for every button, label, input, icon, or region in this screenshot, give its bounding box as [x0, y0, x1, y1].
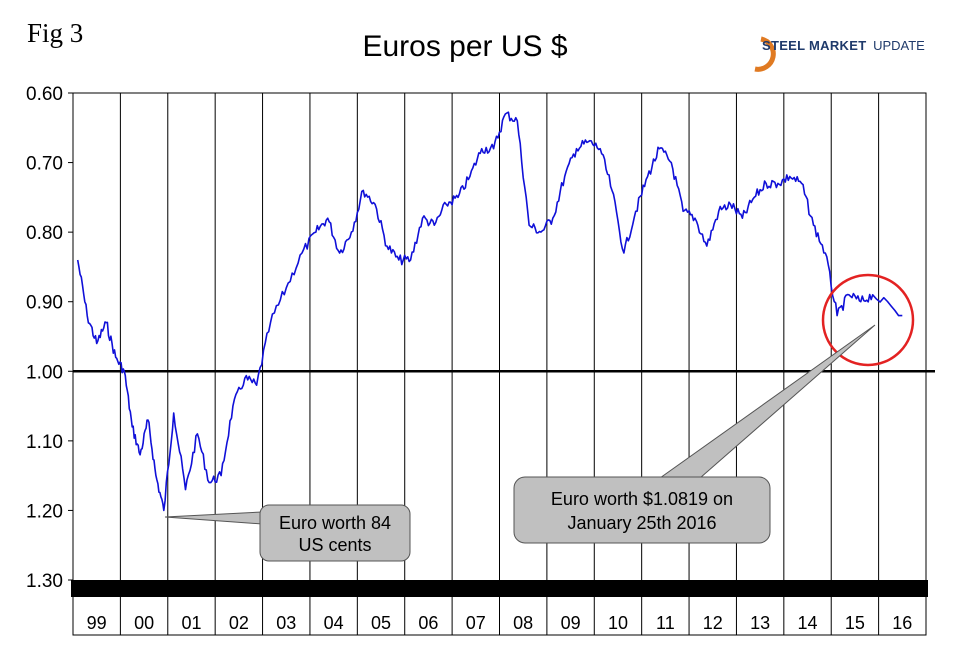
callout-text-low: Euro worth 84	[279, 513, 391, 533]
x-category-label: 00	[134, 613, 154, 633]
x-category-label: 11	[656, 613, 675, 633]
callout-text-low: US cents	[298, 535, 371, 555]
publisher-logo: STEEL MARKET UPDATE	[745, 33, 945, 73]
figure-label: Fig 3	[27, 18, 84, 48]
highlight-circle	[821, 273, 915, 367]
x-category-label: 99	[87, 613, 107, 633]
x-category-label: 02	[229, 613, 249, 633]
callout-pointer-low	[164, 511, 263, 525]
logo-word-market: MARKET	[809, 38, 867, 53]
logo-word-update: UPDATE	[873, 38, 925, 53]
callout-box-low	[259, 504, 411, 562]
callout-text-latest: Euro worth $1.0819 on	[551, 489, 733, 509]
logo-word-steel: STEEL	[762, 38, 806, 53]
logo-arc-icon	[754, 36, 776, 72]
x-category-label: 08	[513, 613, 533, 633]
series-layer	[76, 111, 903, 512]
x-category-label: 07	[466, 613, 486, 633]
callout-text-latest: January 25th 2016	[567, 513, 716, 533]
x-category-label: 13	[750, 613, 770, 633]
x-category-label: 14	[798, 613, 818, 633]
y-tick-label: 0.60	[26, 84, 63, 105]
y-tick-label: 0.70	[26, 154, 63, 175]
x-category-label: 01	[181, 613, 201, 633]
tick-layer: 0.60 0.70 0.80 0.90 1.00 1.10 1.20 1.30 99 00 01 02…	[26, 84, 912, 633]
grid-layer	[71, 92, 935, 636]
series-line-euro	[76, 111, 903, 512]
y-tick-label: 1.30	[26, 571, 63, 592]
y-tick-label: 0.80	[26, 223, 63, 244]
x-category-label: 09	[561, 613, 581, 633]
y-tick-label: 1.00	[26, 362, 63, 383]
callout-pointer-latest	[658, 324, 876, 479]
y-tick-label: 1.10	[26, 432, 63, 453]
x-category-label: 16	[892, 613, 912, 633]
logo-wordmark: STEEL MARKET UPDATE	[762, 38, 925, 53]
y-tick-label: 1.20	[26, 501, 63, 522]
x-category-label: 10	[608, 613, 628, 633]
x-category-label: 15	[845, 613, 865, 633]
chart-title: Euros per US $	[362, 30, 568, 63]
y-tick-label: 0.90	[26, 293, 63, 314]
x-category-label: 06	[418, 613, 438, 633]
x-category-label: 12	[703, 613, 723, 633]
x-category-label: 03	[276, 613, 296, 633]
x-category-label: 04	[324, 613, 344, 633]
callout-box-latest	[513, 476, 771, 544]
x-axis-bar	[71, 580, 928, 597]
x-category-label: 05	[371, 613, 391, 633]
